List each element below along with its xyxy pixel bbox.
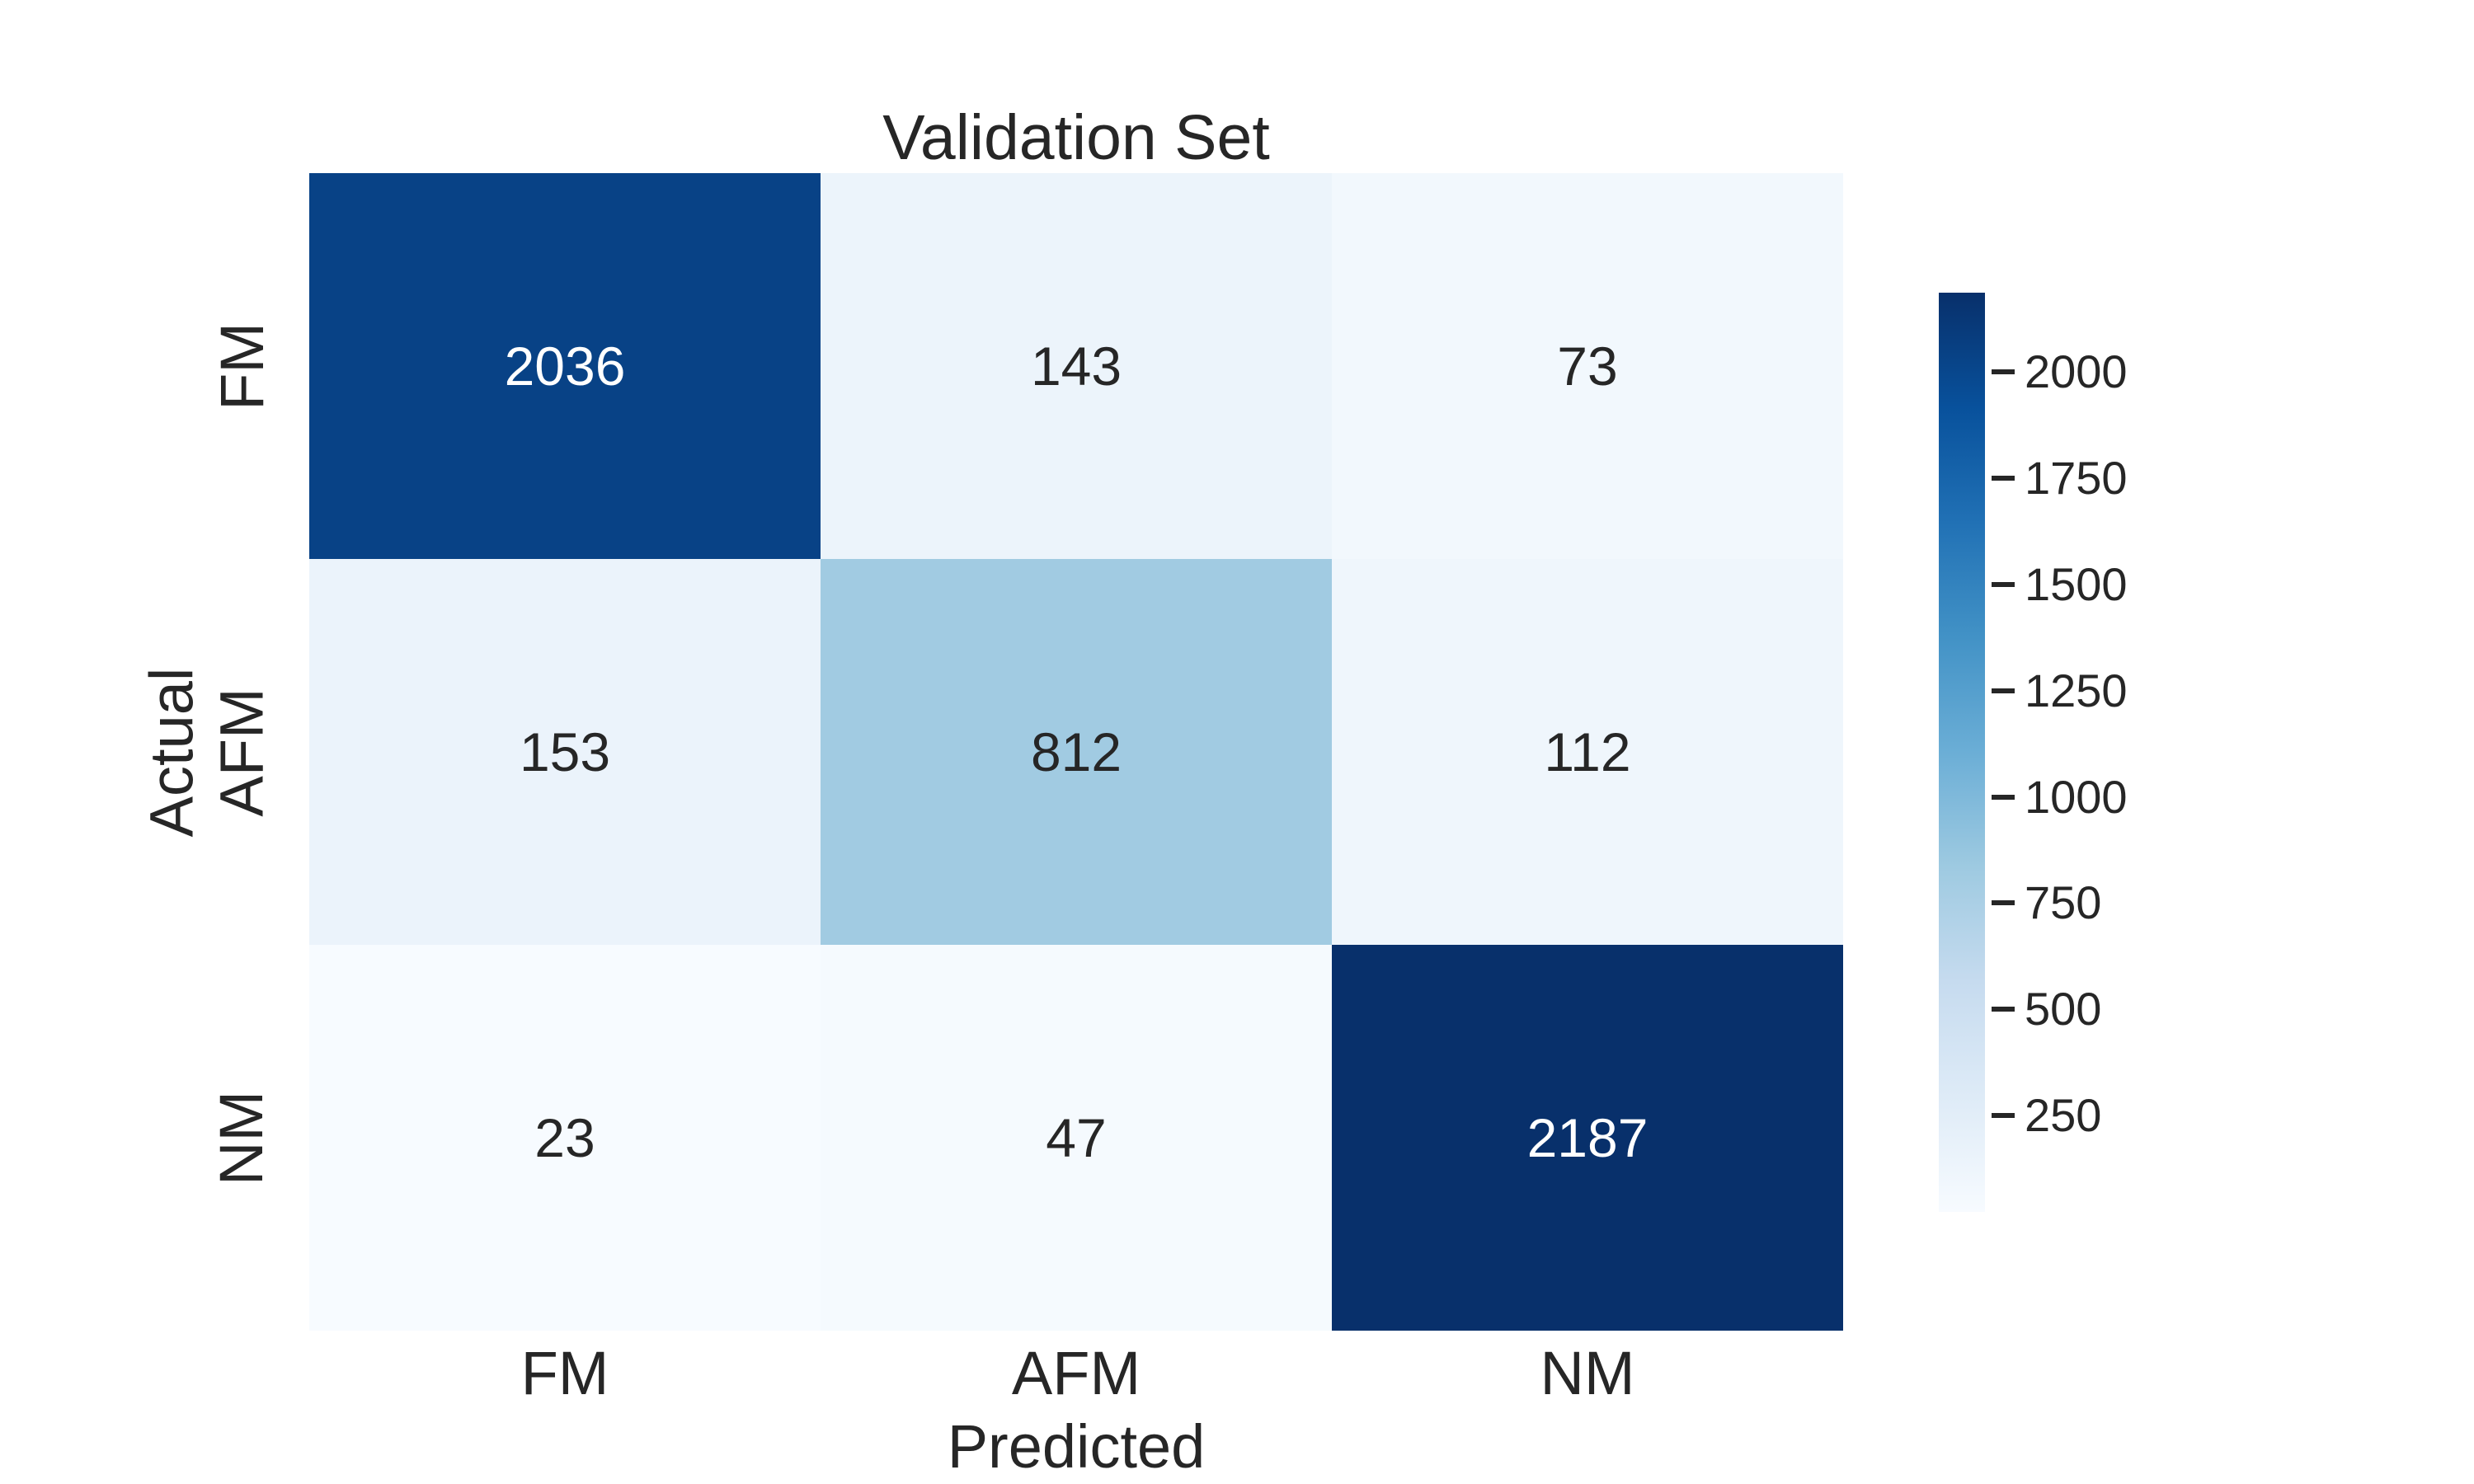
heatmap-cell-r0c1: 143 [821, 173, 1332, 559]
chart-title: Validation Set [882, 102, 1270, 173]
cell-annotation: 47 [1046, 1107, 1107, 1168]
x-axis-label: Predicted [947, 1412, 1206, 1481]
colorbar-tick-dash-1750 [1992, 476, 2015, 481]
colorbar-tick-label-750: 750 [2025, 876, 2102, 929]
cell-annotation: 143 [1030, 336, 1122, 397]
colorbar-tick-label-1500: 1500 [2025, 557, 2128, 610]
colorbar-tick-dash-1500 [1992, 581, 2015, 587]
heatmap-cell-r1c0: 153 [309, 559, 821, 945]
colorbar-tick-label-2000: 2000 [2025, 345, 2128, 398]
cell-annotation: 73 [1557, 336, 1618, 397]
y-tick-fm: FM [208, 173, 276, 559]
y-tick-label-fm: FM [207, 322, 276, 411]
colorbar-tick-label-1000: 1000 [2025, 770, 2128, 823]
heatmap-cell-r2c0: 23 [309, 945, 821, 1331]
y-tick-afm: AFM [208, 559, 276, 945]
colorbar-tick-label-1250: 1250 [2025, 664, 2128, 716]
heatmap-cell-r1c1: 812 [821, 559, 1332, 945]
heatmap-cell-r0c2: 73 [1332, 173, 1843, 559]
y-tick-nm: NM [208, 945, 276, 1331]
colorbar-tick-dash-1250 [1992, 688, 2015, 693]
colorbar-tick-label-1750: 1750 [2025, 452, 2128, 505]
cell-annotation: 112 [1544, 721, 1631, 782]
cell-annotation: 153 [519, 721, 611, 782]
x-tick-label-nm: NM [1540, 1339, 1635, 1407]
heatmap-cell-r2c1: 47 [821, 945, 1332, 1331]
colorbar [1939, 293, 1985, 1212]
colorbar-tick-dash-750 [1992, 900, 2015, 906]
y-tick-label-nm: NM [207, 1090, 276, 1186]
colorbar-tick-label-250: 250 [2025, 1089, 2102, 1142]
y-axis-label-wrap: Actual [138, 173, 206, 1331]
cell-annotation: 23 [534, 1107, 595, 1168]
y-tick-label-afm: AFM [207, 687, 276, 817]
heatmap-cell-r1c2: 112 [1332, 559, 1843, 945]
colorbar-tick-dash-500 [1992, 1007, 2015, 1012]
colorbar-tick-dash-250 [1992, 1113, 2015, 1119]
colorbar-ticks: 250 500 750 1000 1250 1500 1750 2000 [1985, 293, 2232, 1212]
heatmap-cell-r0c0: 2036 [309, 173, 821, 559]
colorbar-tick-label-500: 500 [2025, 983, 2102, 1036]
x-tick-label-afm: AFM [1011, 1339, 1141, 1407]
heatmap-grid: 2036 143 73 153 812 112 23 47 2187 [309, 173, 1843, 1331]
colorbar-tick-dash-1000 [1992, 794, 2015, 800]
cell-annotation: 2036 [504, 336, 626, 397]
cell-annotation: 2187 [1526, 1107, 1649, 1168]
colorbar-tick-dash-2000 [1992, 369, 2015, 375]
y-axis-label: Actual [137, 667, 206, 837]
cell-annotation: 812 [1030, 721, 1122, 782]
heatmap-cell-r2c2: 2187 [1332, 945, 1843, 1331]
x-tick-label-fm: FM [520, 1339, 609, 1407]
